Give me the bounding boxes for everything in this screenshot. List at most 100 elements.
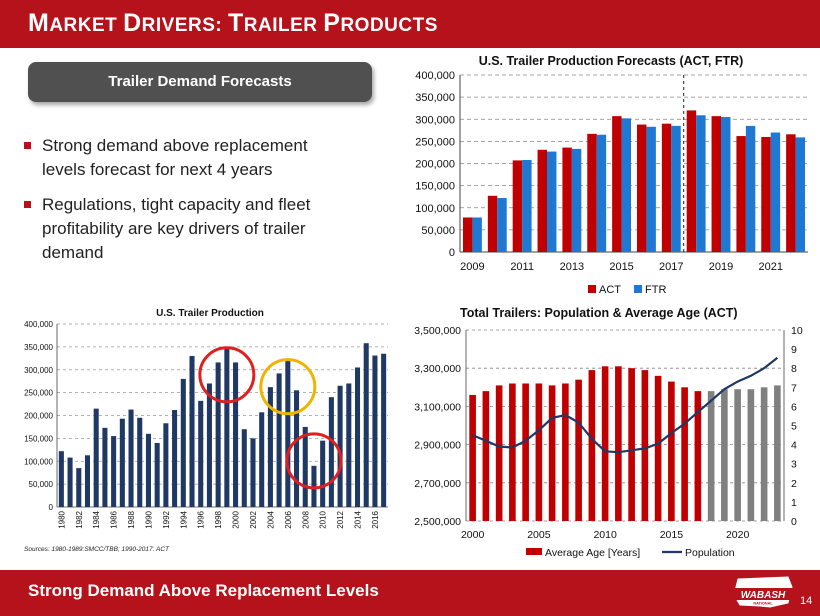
x-tick-label: 2009 [460, 261, 484, 273]
bar [276, 373, 282, 507]
bar-act [761, 136, 771, 252]
age-bar [641, 370, 649, 521]
age-bar [615, 366, 622, 521]
x-tick-label: 2021 [758, 261, 782, 273]
age-bar [495, 385, 503, 521]
bar [206, 383, 212, 507]
age-bar [654, 375, 662, 521]
chart-title: U.S. Trailer Production Forecasts (ACT, … [479, 54, 744, 68]
bar-ftr [497, 198, 507, 252]
y-tick-label: 150,000 [415, 181, 455, 193]
bar-ftr [646, 126, 656, 252]
x-tick-label: 2017 [659, 261, 683, 273]
bar [76, 468, 82, 507]
bar-ftr [547, 151, 557, 252]
x-tick-label: 1994 [179, 510, 188, 528]
bar [189, 356, 195, 507]
right-tick-label: 8 [791, 363, 797, 375]
x-tick-label: 2004 [266, 510, 275, 528]
bar [346, 383, 352, 507]
population-chart: Total Trailers: Population & Average Age… [414, 306, 803, 559]
title-cap: D [123, 9, 142, 37]
legend-label: Population [685, 547, 735, 559]
bar [84, 455, 91, 507]
bar-ftr [596, 134, 607, 252]
x-tick-label: 2019 [709, 261, 733, 273]
y-tick-label: 250,000 [415, 136, 455, 148]
highlight-circle [198, 346, 256, 404]
y-tick-label: 300,000 [24, 366, 53, 375]
y-tick-label: 100,000 [415, 203, 455, 215]
y-tick-label: 100,000 [24, 457, 53, 466]
y-tick-label: 150,000 [24, 434, 53, 443]
age-bar [562, 383, 569, 521]
x-tick-label: 1990 [144, 510, 153, 528]
highlight-circle [285, 432, 343, 490]
y-tick-label: 0 [49, 503, 54, 512]
logo-text: WABASH [741, 590, 786, 601]
age-bar [760, 387, 768, 521]
bar-act [686, 110, 697, 253]
right-tick-label: 7 [791, 382, 797, 394]
bar [198, 400, 204, 507]
bullet-item: Strong demand above replacement levels f… [24, 134, 354, 182]
title-cap: M [28, 9, 50, 37]
title-cap: T [227, 9, 244, 37]
bar [128, 409, 134, 507]
y-tick-label: 50,000 [29, 480, 54, 489]
x-tick-label: 2015 [660, 529, 684, 541]
bar [372, 355, 378, 507]
right-tick-label: 3 [791, 459, 797, 471]
bar [337, 385, 343, 507]
age-bar [681, 387, 688, 521]
legend-label: ACT [599, 284, 621, 296]
x-tick-label: 1988 [127, 510, 136, 528]
age-bar [522, 383, 529, 521]
y-tick-label: 200,000 [415, 159, 455, 171]
right-tick-label: 1 [791, 497, 797, 509]
bar-act [636, 124, 647, 252]
x-tick-label: 2006 [284, 510, 293, 528]
x-tick-label: 2015 [609, 261, 633, 273]
right-tick-label: 0 [791, 516, 797, 528]
bar [250, 438, 256, 507]
left-tick-label: 2,900,000 [414, 440, 461, 452]
legend-swatch [634, 285, 642, 293]
bar [93, 408, 99, 507]
bar-ftr [770, 132, 781, 252]
age-bar [668, 381, 675, 521]
age-bar [694, 391, 702, 521]
x-tick-label: 1986 [110, 510, 119, 528]
bullet-item: Regulations, tight capacity and fleet pr… [24, 193, 354, 265]
bar [119, 418, 125, 507]
bar [172, 410, 178, 507]
footer-bar [0, 570, 820, 616]
bar [285, 359, 291, 507]
y-tick-label: 0 [449, 247, 455, 259]
footer-tagline: Strong Demand Above Replacement Levels [28, 581, 379, 600]
bar [215, 362, 221, 507]
y-tick-label: 300,000 [415, 114, 455, 126]
age-bar [482, 391, 490, 521]
left-tick-label: 3,100,000 [414, 401, 461, 413]
age-bar [721, 389, 728, 521]
right-tick-label: 9 [791, 344, 797, 356]
chart-title: U.S. Trailer Production [156, 308, 264, 319]
header-bar [0, 0, 820, 48]
age-bar [628, 368, 635, 521]
bar [137, 417, 143, 507]
left-tick-label: 2,500,000 [414, 516, 461, 528]
bar-act [462, 217, 473, 252]
bar [294, 390, 300, 507]
bar-ftr [671, 125, 681, 252]
bar [111, 436, 117, 507]
x-tick-label: 2020 [726, 529, 750, 541]
bar-ftr [721, 117, 731, 252]
wabash-logo: WABASH NATIONAL [732, 576, 794, 608]
age-bar [588, 370, 596, 521]
x-tick-label: 2000 [232, 510, 241, 528]
bar [154, 442, 160, 507]
bar [224, 347, 230, 507]
bar [363, 343, 369, 507]
bar-ftr [745, 125, 756, 252]
